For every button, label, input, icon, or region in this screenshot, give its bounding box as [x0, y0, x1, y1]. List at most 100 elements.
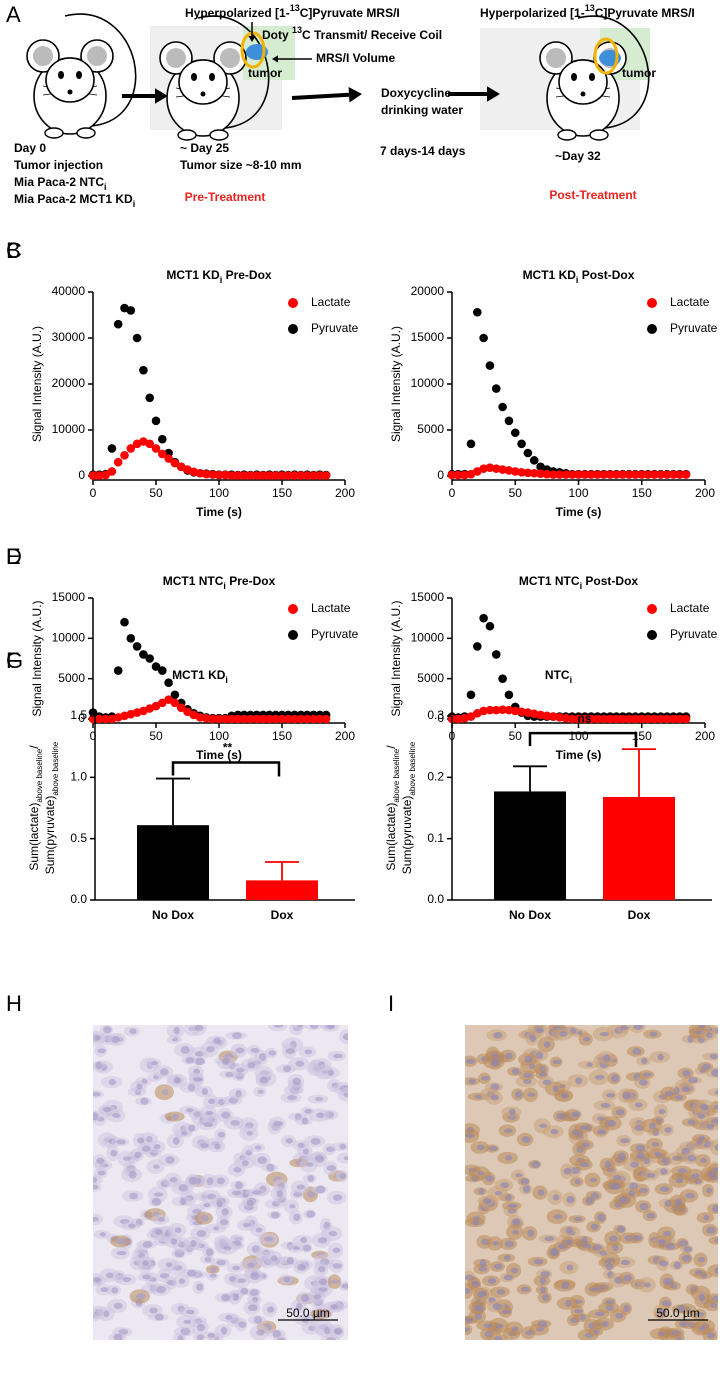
cell — [709, 1139, 718, 1156]
x-tick-label: 50 — [149, 486, 163, 500]
dox-text: drinking water — [381, 103, 463, 117]
legend-label: Pyruvate — [311, 627, 359, 641]
nucleus — [549, 1247, 560, 1256]
nucleus — [664, 1090, 674, 1097]
data-point — [586, 470, 596, 479]
nucleus — [134, 1151, 142, 1158]
nucleus — [209, 1273, 217, 1278]
y-tick-label: 0.1 — [427, 831, 444, 845]
arrow-head — [348, 86, 362, 103]
y-axis-label: Sum(lactate)above baseline/ — [27, 745, 43, 871]
phase-label: Post-Treatment — [549, 188, 636, 202]
cell — [291, 1025, 308, 1030]
x-axis-label: Time (s) — [556, 505, 602, 519]
nucleus — [618, 1152, 626, 1160]
data-point — [485, 463, 495, 473]
nucleus — [142, 1274, 151, 1280]
nucleus — [180, 1046, 190, 1054]
data-point — [214, 470, 224, 480]
nucleus — [706, 1123, 715, 1130]
scan-title: Hyperpolarized [1-13C]Pyruvate MRS/I — [480, 3, 695, 20]
nucleus — [709, 1053, 718, 1060]
data-point — [637, 714, 647, 724]
nucleus — [97, 1170, 106, 1176]
nucleus — [272, 1330, 282, 1338]
data-point — [88, 708, 98, 717]
data-point — [88, 471, 98, 480]
y-tick-label: 15000 — [411, 330, 445, 344]
nucleus — [295, 1060, 305, 1067]
x-tick-label: Dox — [628, 908, 651, 922]
nucleus — [714, 1143, 718, 1151]
nucleus — [257, 1089, 264, 1094]
data-point — [170, 690, 180, 700]
nucleus — [539, 1286, 547, 1293]
nucleus — [297, 1142, 305, 1148]
nucleus — [620, 1025, 629, 1031]
nucleus — [522, 1185, 531, 1194]
legend-label: Lactate — [311, 601, 351, 615]
data-point — [151, 444, 161, 453]
nucleus — [342, 1033, 348, 1041]
nucleus — [285, 1138, 294, 1144]
arrow-head — [155, 88, 168, 104]
data-point — [675, 470, 684, 479]
nucleus — [465, 1133, 475, 1138]
nucleus — [307, 1174, 315, 1182]
nucleus — [181, 1131, 188, 1136]
data-point — [567, 714, 577, 724]
text-part: i — [225, 675, 228, 685]
mouse-nose — [580, 91, 586, 97]
nucleus — [552, 1059, 562, 1065]
coil — [593, 37, 619, 75]
nucleus — [300, 1237, 307, 1244]
nucleus — [539, 1123, 548, 1128]
nucleus — [471, 1280, 478, 1286]
text-part: Sum(pyruvate) — [400, 796, 414, 875]
chart-title: NTCi — [545, 668, 572, 685]
nucleus — [216, 1177, 225, 1185]
nucleus — [129, 1028, 137, 1035]
nucleus — [658, 1309, 667, 1314]
nucleus — [286, 1257, 295, 1265]
nucleus — [332, 1247, 341, 1253]
data-point — [662, 714, 672, 724]
data-point — [113, 319, 123, 329]
nucleus — [93, 1176, 98, 1183]
nucleus — [566, 1195, 575, 1204]
nucleus — [579, 1162, 590, 1168]
nucleus — [183, 1319, 191, 1324]
nucleus — [603, 1054, 611, 1062]
legend-marker — [647, 324, 657, 334]
nucleus — [535, 1027, 544, 1034]
text-part: NTC — [545, 668, 570, 682]
data-point — [132, 642, 142, 651]
nucleus — [314, 1155, 325, 1163]
y-tick-label: 10000 — [52, 631, 86, 645]
nucleus — [112, 1113, 121, 1118]
data-point — [284, 471, 293, 480]
cell — [708, 1236, 718, 1245]
nucleus — [155, 1228, 163, 1236]
data-point — [561, 713, 571, 723]
data-point — [126, 444, 136, 453]
y-tick-label: 5000 — [417, 671, 444, 685]
nucleus — [597, 1129, 607, 1135]
nucleus — [561, 1281, 569, 1290]
data-point — [491, 384, 501, 393]
nucleus — [318, 1265, 326, 1273]
nucleus — [714, 1090, 718, 1095]
nucleus — [687, 1154, 697, 1162]
nucleus — [609, 1235, 618, 1242]
nucleus — [593, 1329, 600, 1335]
nucleus — [638, 1079, 648, 1086]
mouse-tail — [64, 13, 137, 127]
data-point — [548, 712, 558, 721]
y-axis-label: Signal Intensity (A.U.) — [30, 600, 44, 716]
nucleus — [100, 1287, 109, 1293]
text-part: i — [580, 581, 583, 591]
tumor-label: tumor — [248, 66, 282, 80]
nucleus — [493, 1031, 503, 1039]
nucleus — [165, 1262, 173, 1268]
nucleus — [599, 1250, 608, 1256]
